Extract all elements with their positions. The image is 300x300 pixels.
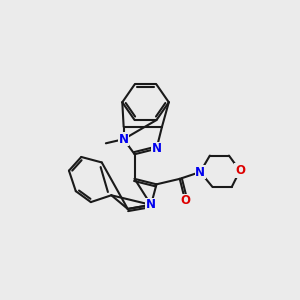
Text: N: N (119, 133, 129, 146)
Text: O: O (235, 164, 245, 177)
Text: N: N (195, 166, 205, 178)
Text: N: N (152, 142, 161, 155)
Text: N: N (146, 198, 156, 211)
Text: O: O (180, 194, 190, 207)
